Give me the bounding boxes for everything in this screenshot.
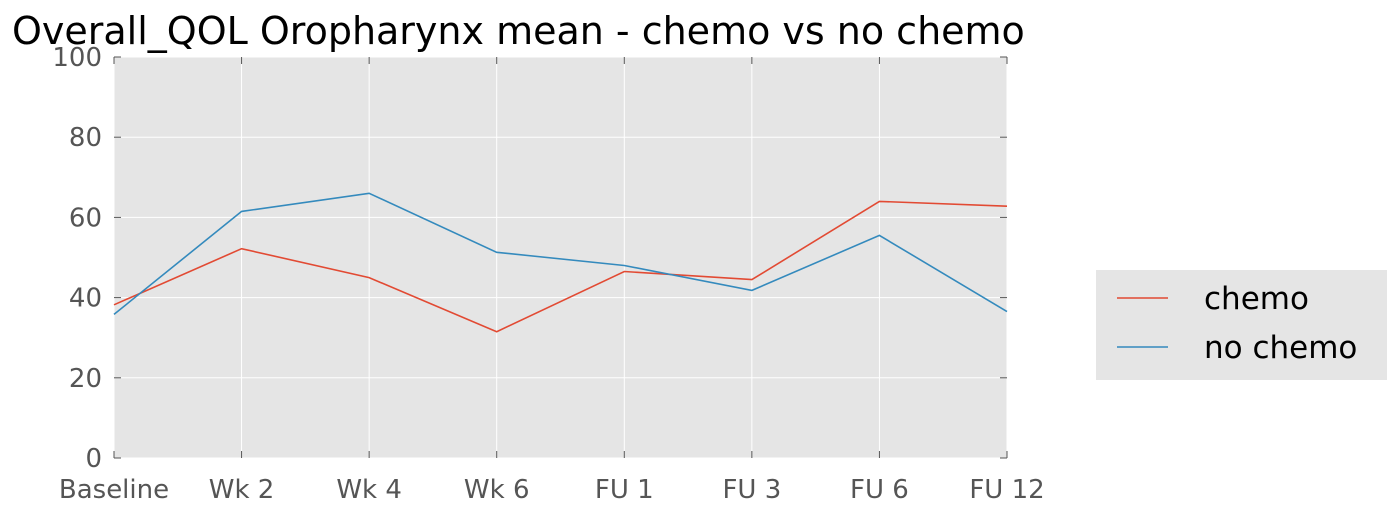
- y-tick-label: 20: [69, 364, 102, 394]
- series-line-chemo: [113, 200, 1008, 333]
- series-lines: [113, 192, 1008, 333]
- x-tick-label: Wk 2: [209, 475, 275, 505]
- x-tick-label: Baseline: [59, 475, 169, 505]
- x-tick-label: FU 6: [850, 475, 909, 505]
- axis-ticks: Baseline Wk 2 Wk 4 Wk 6 FU 1 FU 3 FU 6 FU 12 0 20…: [52, 43, 1044, 505]
- gridlines: [113, 56, 1008, 459]
- series-line-no-chemo: [113, 192, 1008, 316]
- x-tick-label: FU 12: [969, 475, 1044, 505]
- legend-box: [1096, 270, 1387, 380]
- y-tick-label: 80: [69, 123, 102, 153]
- legend: chemo no chemo: [1096, 270, 1387, 380]
- legend-label-no-chemo: no chemo: [1204, 330, 1357, 366]
- y-tick-label: 60: [69, 203, 102, 233]
- x-tick-label: FU 1: [595, 475, 654, 505]
- y-tick-label: 100: [52, 43, 102, 73]
- chart-title: Overall_QOL Oropharynx mean - chemo vs n…: [12, 9, 1025, 53]
- legend-label-chemo: chemo: [1204, 281, 1309, 317]
- x-tick-label: Wk 4: [336, 475, 402, 505]
- plot-area: [114, 57, 1007, 458]
- y-tick-label: 0: [85, 444, 102, 474]
- x-tick-label: FU 3: [722, 475, 781, 505]
- x-tick-label: Wk 6: [464, 475, 530, 505]
- y-tick-label: 40: [69, 284, 102, 314]
